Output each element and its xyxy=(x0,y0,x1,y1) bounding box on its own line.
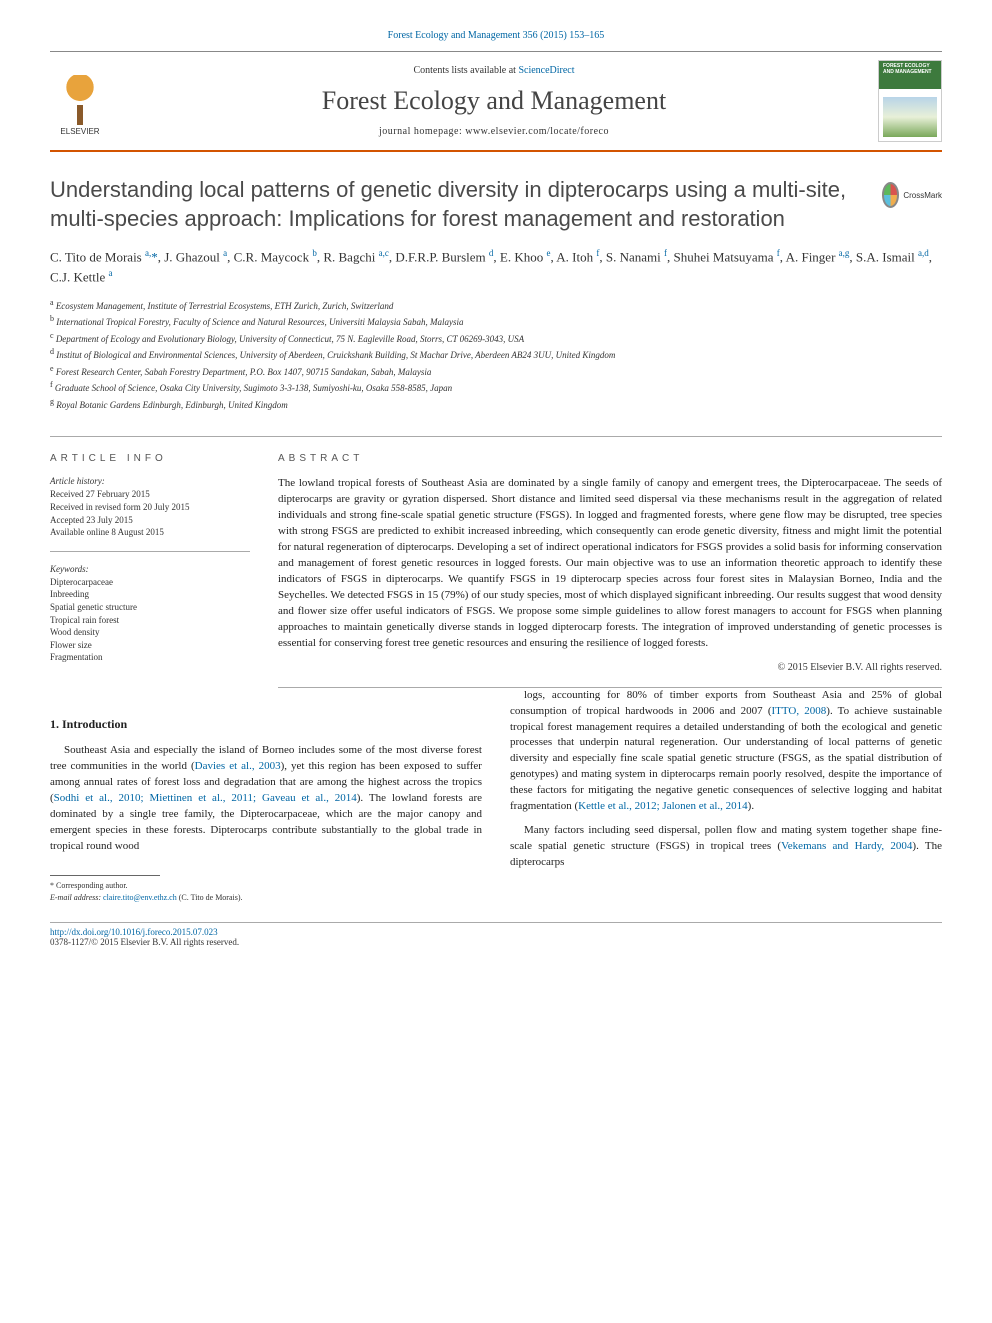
intro-paragraph-2: logs, accounting for 80% of timber expor… xyxy=(510,688,942,816)
keyword-item: Wood density xyxy=(50,626,250,639)
history-list: Received 27 February 2015Received in rev… xyxy=(50,488,250,538)
journal-header: ELSEVIER Contents lists available at Sci… xyxy=(50,51,942,152)
citation-link[interactable]: Sodhi et al., 2010; Miettinen et al., 20… xyxy=(54,792,357,804)
author-email[interactable]: claire.tito@env.ethz.ch xyxy=(103,893,177,902)
authors-line: C. Tito de Morais a,*, J. Ghazoul a, C.R… xyxy=(50,247,942,287)
history-item: Accepted 23 July 2015 xyxy=(50,514,250,527)
intro-p2-text3: ). xyxy=(748,800,754,812)
keywords-list: DipterocarpaceaeInbreedingSpatial geneti… xyxy=(50,576,250,664)
body-columns: 1. Introduction Southeast Asia and espec… xyxy=(50,688,942,904)
contents-prefix: Contents lists available at xyxy=(413,65,518,76)
affiliation-item: e Forest Research Center, Sabah Forestry… xyxy=(50,363,942,380)
keyword-item: Dipterocarpaceae xyxy=(50,576,250,589)
elsevier-label: ELSEVIER xyxy=(60,127,99,136)
article-info-column: ARTICLE INFO Article history: Received 2… xyxy=(50,453,250,687)
email-who: (C. Tito de Morais). xyxy=(177,893,243,902)
contents-available-line: Contents lists available at ScienceDirec… xyxy=(110,65,878,76)
history-item: Received 27 February 2015 xyxy=(50,488,250,501)
abstract-heading: ABSTRACT xyxy=(278,453,942,464)
intro-paragraph-1: Southeast Asia and especially the island… xyxy=(50,743,482,855)
history-heading: Article history: xyxy=(50,476,250,486)
keyword-item: Spatial genetic structure xyxy=(50,601,250,614)
affiliation-item: c Department of Ecology and Evolutionary… xyxy=(50,330,942,347)
keyword-item: Tropical rain forest xyxy=(50,614,250,627)
citation-link[interactable]: Davies et al., 2003 xyxy=(195,760,281,772)
cover-title: FOREST ECOLOGY AND MANAGEMENT xyxy=(883,64,937,75)
history-item: Received in revised form 20 July 2015 xyxy=(50,501,250,514)
article-title: Understanding local patterns of genetic … xyxy=(50,176,862,233)
keyword-item: Fragmentation xyxy=(50,651,250,664)
journal-name: Forest Ecology and Management xyxy=(110,86,878,116)
abstract-copyright: © 2015 Elsevier B.V. All rights reserved… xyxy=(278,662,942,673)
affiliation-item: g Royal Botanic Gardens Edinburgh, Edinb… xyxy=(50,396,942,413)
citation-link[interactable]: Vekemans and Hardy, 2004 xyxy=(781,840,912,852)
sciencedirect-link[interactable]: ScienceDirect xyxy=(518,65,574,76)
affiliation-item: b International Tropical Forestry, Facul… xyxy=(50,313,942,330)
footnotes: * Corresponding author. E-mail address: … xyxy=(50,880,482,904)
article-info-heading: ARTICLE INFO xyxy=(50,453,250,464)
intro-p2-text2: ). To achieve sustainable tropical fores… xyxy=(510,705,942,813)
journal-cover-thumbnail: FOREST ECOLOGY AND MANAGEMENT xyxy=(878,60,942,142)
affiliation-item: a Ecosystem Management, Institute of Ter… xyxy=(50,297,942,314)
affiliation-item: f Graduate School of Science, Osaka City… xyxy=(50,379,942,396)
abstract-column: ABSTRACT The lowland tropical forests of… xyxy=(278,453,942,687)
citation-link[interactable]: ITTO, 2008 xyxy=(771,705,826,717)
doi-link[interactable]: http://dx.doi.org/10.1016/j.foreco.2015.… xyxy=(50,927,942,937)
issn-copyright: 0378-1127/© 2015 Elsevier B.V. All right… xyxy=(50,937,942,947)
section-heading-intro: 1. Introduction xyxy=(50,716,482,733)
affiliation-item: d Institut of Biological and Environment… xyxy=(50,346,942,363)
footnote-rule xyxy=(50,875,160,876)
crossmark-badge[interactable]: CrossMark xyxy=(882,176,942,214)
history-item: Available online 8 August 2015 xyxy=(50,526,250,539)
cover-image xyxy=(883,97,937,137)
corresponding-author: * Corresponding author. xyxy=(50,880,482,892)
keyword-item: Flower size xyxy=(50,639,250,652)
journal-reference: Forest Ecology and Management 356 (2015)… xyxy=(50,30,942,41)
keyword-item: Inbreeding xyxy=(50,588,250,601)
intro-paragraph-3: Many factors including seed dispersal, p… xyxy=(510,823,942,871)
affiliations-list: a Ecosystem Management, Institute of Ter… xyxy=(50,297,942,413)
elsevier-tree-icon xyxy=(55,75,105,125)
journal-homepage[interactable]: journal homepage: www.elsevier.com/locat… xyxy=(110,126,878,137)
crossmark-icon xyxy=(882,182,899,208)
citation-link[interactable]: Kettle et al., 2012; Jalonen et al., 201… xyxy=(578,800,748,812)
crossmark-label: CrossMark xyxy=(903,191,942,200)
page-footer: http://dx.doi.org/10.1016/j.foreco.2015.… xyxy=(50,922,942,947)
email-label: E-mail address: xyxy=(50,893,103,902)
elsevier-logo: ELSEVIER xyxy=(50,66,110,136)
keywords-heading: Keywords: xyxy=(50,564,250,574)
article-page: Forest Ecology and Management 356 (2015)… xyxy=(0,0,992,977)
abstract-text: The lowland tropical forests of Southeas… xyxy=(278,476,942,651)
